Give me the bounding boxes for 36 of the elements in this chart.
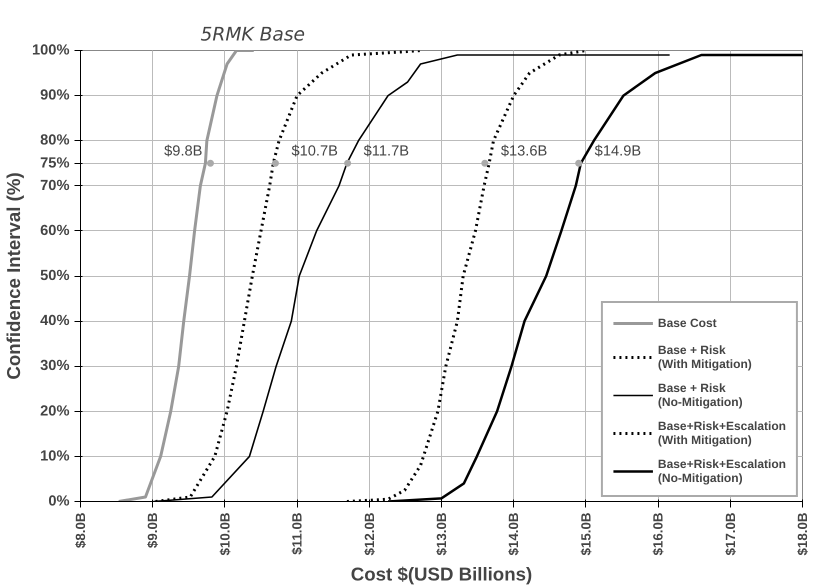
y-tick-label: 40% bbox=[40, 313, 70, 330]
x-tick-label: $8.0B bbox=[73, 512, 88, 548]
y-tick-label: 70% bbox=[40, 178, 70, 194]
legend-label: Base + Risk (No-Mitigation) bbox=[658, 381, 743, 409]
legend-label: Base+Risk+Escalation (No-Mitigation) bbox=[658, 457, 786, 485]
legend-label: Base + Risk (With Mitigation) bbox=[658, 343, 752, 371]
legend-label: Base+Risk+Escalation (With Mitigation) bbox=[658, 419, 786, 447]
y-axis-title: Confidence Interval (%) bbox=[3, 172, 24, 380]
y-tick-label: 90% bbox=[40, 88, 70, 104]
y-tick-label: 30% bbox=[40, 358, 70, 374]
x-tick-label: $12.0B bbox=[362, 512, 377, 556]
annotation: $9.8B bbox=[164, 143, 202, 160]
legend-label: Base Cost bbox=[658, 316, 717, 330]
x-tick-label: $11.0B bbox=[290, 512, 305, 555]
x-tick-label: $9.0B bbox=[145, 512, 160, 548]
y-tick-label: 60% bbox=[40, 222, 70, 239]
x-axis-title: Cost $(USD Billions) bbox=[350, 563, 532, 584]
y-tick-label: 100% bbox=[32, 42, 70, 58]
x-tick-label: $15.0B bbox=[578, 512, 594, 556]
annotation: $13.6B bbox=[500, 143, 548, 160]
x-tick-label: $10.0B bbox=[217, 512, 232, 556]
text: 5RMK Base bbox=[200, 24, 306, 46]
x-tick-label: $13.0B bbox=[434, 512, 449, 556]
y-tick-label: 75% bbox=[40, 155, 70, 172]
annotation: $10.7B bbox=[291, 143, 338, 160]
annotation: $11.7B bbox=[364, 143, 410, 160]
x-tick-label: $18.0B bbox=[795, 512, 810, 556]
x-tick-label: $14.0B bbox=[506, 512, 522, 556]
annotation: $14.9B bbox=[594, 143, 642, 160]
y-tick-label: 50% bbox=[40, 268, 70, 284]
y-tick-label: 10% bbox=[40, 448, 70, 464]
y-tick-label: 80% bbox=[40, 132, 70, 149]
y-tick-label: 0% bbox=[48, 494, 70, 510]
x-tick-label: $17.0B bbox=[722, 512, 738, 556]
x-tick-label: $16.0B bbox=[650, 512, 666, 556]
y-tick-label: 20% bbox=[40, 403, 70, 420]
